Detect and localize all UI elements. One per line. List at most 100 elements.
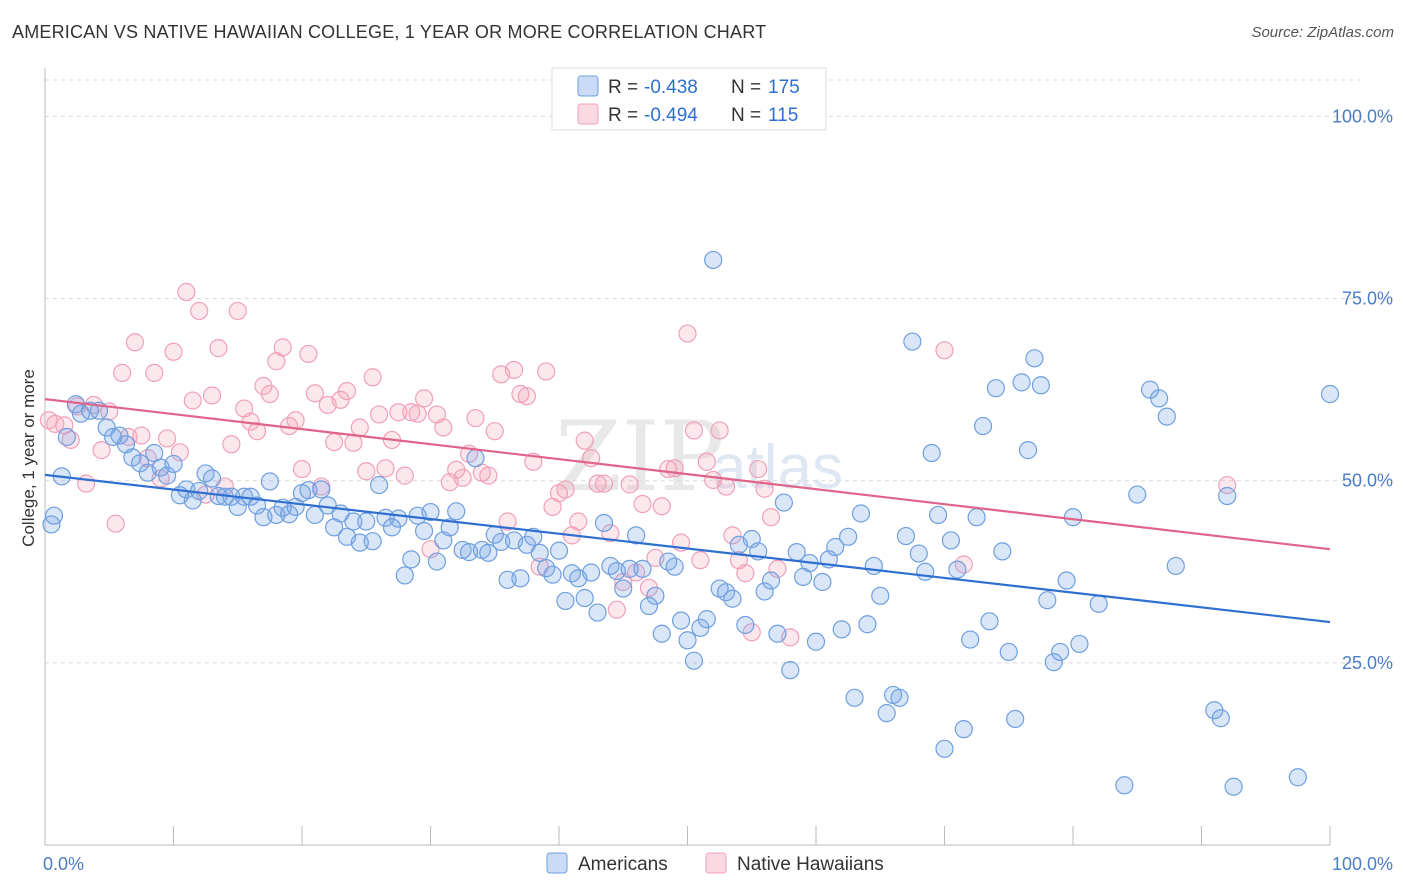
- americans-point-96: [665, 557, 684, 576]
- americans-point-132: [896, 526, 916, 546]
- hawaiians-point-79: [556, 480, 575, 499]
- americans-point-152: [1025, 349, 1044, 368]
- americans-point-91: [633, 559, 652, 578]
- hawaiians-point-103: [710, 421, 729, 440]
- hawaiians-point-49: [363, 368, 382, 387]
- americans-point-84: [588, 603, 607, 622]
- americans-point-140: [948, 560, 967, 579]
- americans-point-157: [1057, 571, 1076, 590]
- hawaiians-point-71: [504, 360, 524, 380]
- hawaiians-point-43: [325, 433, 344, 452]
- americans-point-131: [890, 688, 909, 707]
- americans-point-136: [922, 443, 941, 463]
- tick-labels: 25.0% 50.0% 75.0% 100.0% 0.0% 100.0%: [43, 106, 1393, 874]
- americans-point-72: [511, 569, 530, 588]
- americans-point-31: [247, 496, 267, 515]
- hawaiians-point-55: [402, 403, 421, 422]
- americans-point-147: [993, 542, 1012, 561]
- americans-point-128: [871, 586, 890, 605]
- americans-point-88: [614, 579, 633, 598]
- hawaiians-point-27: [222, 435, 241, 454]
- americans-point-149: [1006, 709, 1025, 729]
- americans-point-112: [768, 624, 787, 643]
- americans-point-105: [723, 589, 742, 608]
- americans-point-90: [626, 526, 646, 545]
- americans-point-24: [202, 469, 222, 488]
- americans-point-160: [1089, 594, 1108, 613]
- hawaiians-point-94: [652, 497, 671, 516]
- americans-point-164: [1149, 389, 1169, 408]
- hawaiians-point-35: [273, 338, 292, 357]
- hawaiians-point-38: [292, 459, 312, 479]
- hawaiians-point-91: [633, 494, 652, 514]
- americans-point-50: [370, 475, 389, 495]
- americans-point-77: [543, 565, 562, 584]
- americans-point-165: [1157, 407, 1176, 426]
- hawaiians-trend-line: [44, 398, 1331, 551]
- americans-point-170: [1224, 777, 1243, 796]
- americans-point-83: [582, 563, 601, 582]
- hawaiians-point-108: [742, 623, 761, 642]
- americans-point-74: [524, 527, 543, 546]
- hawaiians-point-37: [286, 411, 305, 430]
- legend-r-value-hawaiians: -0.494: [644, 105, 698, 126]
- hawaiians-point-21: [183, 391, 202, 410]
- americans-series: [42, 250, 1340, 796]
- americans-point-85: [594, 513, 614, 533]
- hawaiians-point-7: [92, 441, 111, 460]
- americans-point-134: [909, 544, 928, 563]
- hawaiians-point-53: [389, 403, 408, 422]
- hawaiians-point-47: [350, 418, 369, 437]
- americans-point-141: [954, 720, 973, 739]
- hawaiians-point-12: [125, 333, 145, 352]
- americans-point-145: [980, 612, 999, 631]
- hawaiians-point-65: [466, 408, 485, 428]
- americans-point-8: [97, 418, 116, 437]
- hawaiians-point-1: [46, 414, 65, 433]
- hawaiians-point-107: [736, 564, 755, 583]
- x-tick-label-max: 100.0%: [1332, 854, 1393, 874]
- bottom-legend: Americans Native Hawaiians: [546, 852, 884, 875]
- americans-point-142: [961, 630, 980, 649]
- americans-point-110: [755, 582, 774, 601]
- hawaiians-point-104: [716, 477, 736, 496]
- hawaiians-point-60: [434, 418, 453, 437]
- americans-point-94: [652, 624, 671, 643]
- americans-point-97: [671, 611, 691, 630]
- legend-n-value-hawaiians: 115: [768, 105, 798, 126]
- americans-point-41: [312, 480, 331, 499]
- bottom-legend-swatch-hawaiians: [705, 852, 727, 874]
- americans-point-59: [427, 552, 447, 571]
- hawaiians-point-100: [691, 551, 710, 570]
- americans-point-121: [826, 537, 845, 557]
- hawaiians-point-81: [569, 512, 588, 531]
- americans-point-93: [646, 586, 665, 605]
- americans-point-168: [1211, 709, 1230, 728]
- americans-point-36: [280, 505, 299, 524]
- legend-n-label-americans: N =: [731, 77, 761, 98]
- americans-point-114: [781, 661, 800, 680]
- hawaiians-point-50: [370, 405, 389, 424]
- americans-point-143: [967, 508, 986, 527]
- americans-point-65: [466, 449, 485, 468]
- americans-point-156: [1051, 642, 1070, 662]
- x-tick-label-min: 0.0%: [43, 854, 84, 874]
- y-tick-label-50: 50.0%: [1342, 471, 1393, 491]
- chart-title: AMERICAN VS NATIVE HAWAIIAN COLLEGE, 1 Y…: [12, 22, 767, 42]
- americans-point-113: [774, 493, 793, 512]
- americans-point-53: [389, 509, 408, 528]
- americans-point-76: [537, 559, 556, 578]
- hawaiians-point-98: [678, 324, 697, 343]
- hawaiians-point-28: [228, 301, 247, 321]
- americans-point-124: [845, 688, 864, 707]
- hawaiians-point-68: [485, 422, 504, 441]
- hawaiians-point-39: [299, 344, 318, 364]
- americans-point-62: [447, 502, 466, 521]
- trend-lines: [44, 398, 1331, 624]
- americans-point-101: [697, 610, 716, 629]
- hawaiians-point-18: [164, 342, 183, 361]
- hawaiians-point-51: [376, 459, 395, 478]
- hawaiians-point-111: [761, 508, 781, 527]
- hawaiians-point-9: [106, 514, 125, 533]
- source-credit: Source: ZipAtlas.com: [1251, 24, 1394, 41]
